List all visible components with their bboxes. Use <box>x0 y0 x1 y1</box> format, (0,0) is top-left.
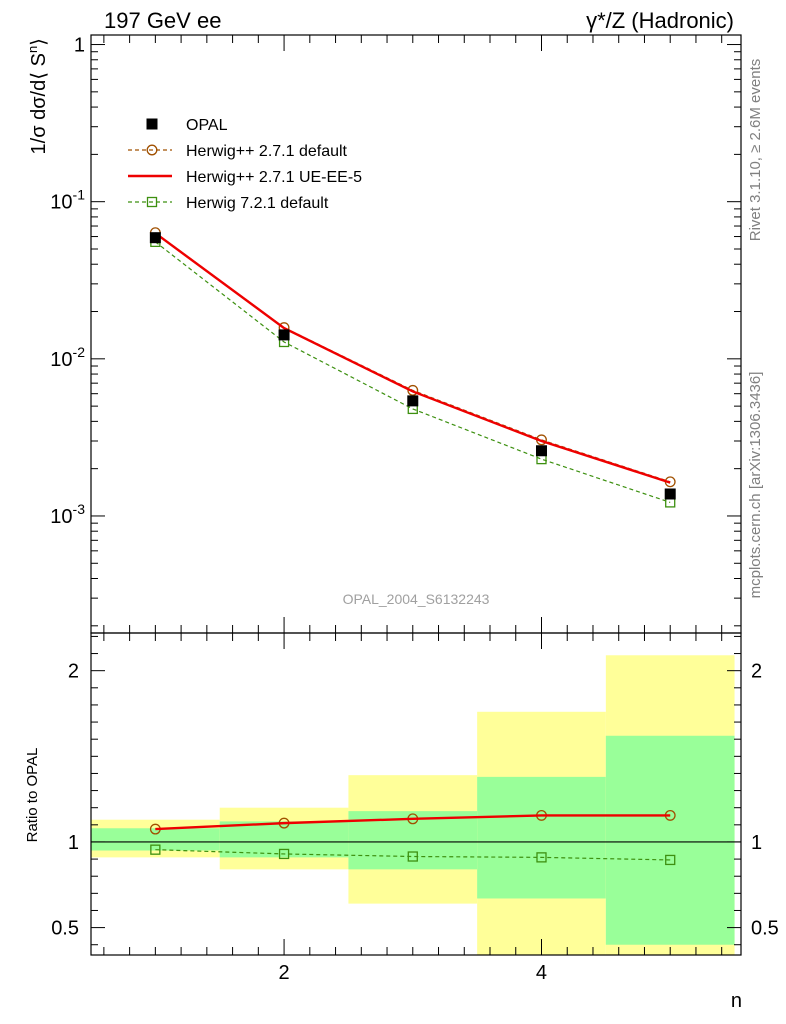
legend-entry-3-label: Herwig++ 2.7.1 UE-EE-5 <box>186 169 362 186</box>
ratio-y-tick-label-right: 1 <box>751 832 762 854</box>
main-y-axis-label-superscript: n <box>25 46 40 53</box>
herwig7-default-line <box>154 241 671 503</box>
main-y-axis-label: 1/σ dσ/d⟨ Sn⟩ <box>25 38 50 154</box>
green-band-4 <box>477 776 606 899</box>
herwigpp-ue-ee-5-line <box>154 232 671 484</box>
legend: OPAL Herwig++ 2.7.1 default Herwig++ 2.7.1… <box>128 117 362 212</box>
analysis-watermark: OPAL_2004_S6132243 <box>343 591 490 607</box>
opal-data-marker-3 <box>407 395 419 407</box>
main-y-tick-label-exponent: -1 <box>73 187 86 203</box>
legend-entry-4-marker <box>146 196 158 208</box>
legend-entry-1-marker <box>146 118 158 130</box>
green-band-2 <box>219 821 349 858</box>
ratio-y-tick-label-right: 0.5 <box>751 918 779 940</box>
ratio-y-tick-label-left: 1 <box>68 832 79 854</box>
ratio-y-tick-label-right: 2 <box>751 661 762 683</box>
ratio-herwigpp-ue-ee-5-line <box>155 814 671 831</box>
ratio-plot-panel: 0.5 0.5 1 1 2 2 2 4 <box>51 632 779 984</box>
main-y-tick-label-base: 10 <box>50 506 72 528</box>
main-y-tick-label: 1 <box>74 35 85 57</box>
ratio-y-tick-label-left: 2 <box>68 661 79 683</box>
opal-data-marker-1 <box>149 232 161 244</box>
x-axis-label: n <box>731 990 742 1012</box>
opal-data-marker-4 <box>535 445 547 457</box>
energy-title: 197 GeV ee <box>104 8 221 33</box>
ratio-herwig7-default-marker-3 <box>407 851 418 862</box>
legend-entry-4-label: Herwig 7.2.1 default <box>186 195 329 212</box>
legend-entry-1-label: OPAL <box>186 117 228 134</box>
main-y-tick-label: 10-1 <box>50 187 85 214</box>
x-tick-label: 4 <box>536 962 547 984</box>
green-band-5 <box>605 735 735 945</box>
main-y-tick-label-base: 10 <box>50 192 72 214</box>
legend-entry-2-marker <box>146 144 158 156</box>
ratio-herwig7-default-line <box>155 849 671 861</box>
main-y-tick-label: 10-3 <box>50 501 85 528</box>
ratio-herwig7-default-marker-2 <box>278 848 290 860</box>
process-title: γ*/Z (Hadronic) <box>586 8 734 33</box>
ratio-herwig7-default-marker-5 <box>665 854 676 866</box>
ratio-herwig7-default-marker-4 <box>536 852 547 863</box>
herwigpp-default-line <box>155 232 671 483</box>
rivet-label: Rivet 3.1.10, ≥ 2.6M events <box>747 59 764 242</box>
x-tick-label: 2 <box>279 962 290 984</box>
main-y-axis-label-suffix: ⟩ <box>28 38 50 46</box>
mcplots-label: mcplots.cern.ch [arXiv:1306.3436] <box>747 372 764 599</box>
ratio-herwig7-default-marker-1 <box>150 844 161 855</box>
main-y-axis-label-text: 1/σ dσ/d⟨ S <box>28 53 50 154</box>
ratio-frame <box>90 632 742 956</box>
opal-data-marker-2 <box>278 329 290 341</box>
main-y-tick-label-exponent: -2 <box>73 344 86 360</box>
main-y-tick-label-base: 10 <box>50 349 72 371</box>
opal-data-marker-5 <box>664 488 676 500</box>
legend-entry-2-label: Herwig++ 2.7.1 default <box>186 143 348 160</box>
main-y-tick-label: 10-2 <box>50 344 85 371</box>
ratio-y-tick-label-left: 0.5 <box>51 918 79 940</box>
ratio-y-axis-label: Ratio to OPAL <box>24 748 41 843</box>
main-y-tick-label-exponent: -3 <box>73 501 86 517</box>
green-band-1 <box>91 828 220 851</box>
